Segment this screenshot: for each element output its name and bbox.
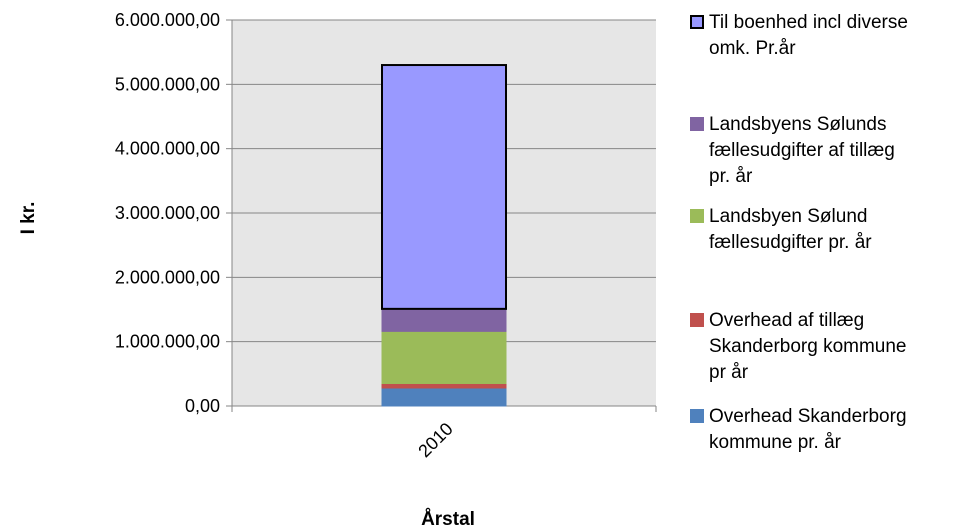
bar-segment-3 [381,330,507,384]
bar-segment-5 [381,64,507,310]
legend-label: Overhead Skanderborg kommune pr. år [709,406,907,453]
bar-segment-4 [381,308,507,332]
y-tick-label: 5.000.000,00 [115,74,220,94]
y-tick-label: 2.000.000,00 [115,267,220,287]
legend-label: Landsbyen Sølund fællesudgifter pr. år [709,206,872,253]
y-tick-label: 4.000.000,00 [115,139,220,159]
legend-item: Overhead af tillæg Skanderborg kommune p… [690,308,907,386]
bar-segment-2 [381,382,507,389]
y-axis-title: I kr. [18,202,39,235]
legend-swatch [690,117,704,131]
legend-label: Til boenhed incl diverse omk. Pr.år [709,12,908,59]
x-tick-label: 2010 [414,419,456,461]
y-tick-label: 6.000.000,00 [115,10,220,30]
x-axis-title: Årstal [421,509,475,530]
legend-label: Landsbyens Sølunds fællesudgifter af til… [709,114,895,187]
legend-item: Landsbyens Sølunds fællesudgifter af til… [690,112,895,190]
y-tick-label: 1.000.000,00 [115,332,220,352]
legend-swatch [690,15,704,29]
legend-swatch [690,409,704,423]
legend-swatch [690,313,704,327]
legend-swatch [690,209,704,223]
chart-legend: Til boenhed incl diverse omk. Pr.år Lands… [690,10,962,480]
y-tick-label: 3.000.000,00 [115,203,220,223]
legend-label: Overhead af tillæg Skanderborg kommune p… [709,310,907,383]
y-tick-label: 0,00 [185,396,220,416]
legend-item: Overhead Skanderborg kommune pr. år [690,404,907,456]
legend-item: Landsbyen Sølund fællesudgifter pr. år [690,204,872,256]
bar-segment-1 [381,387,507,407]
legend-item: Til boenhed incl diverse omk. Pr.år [690,10,908,62]
